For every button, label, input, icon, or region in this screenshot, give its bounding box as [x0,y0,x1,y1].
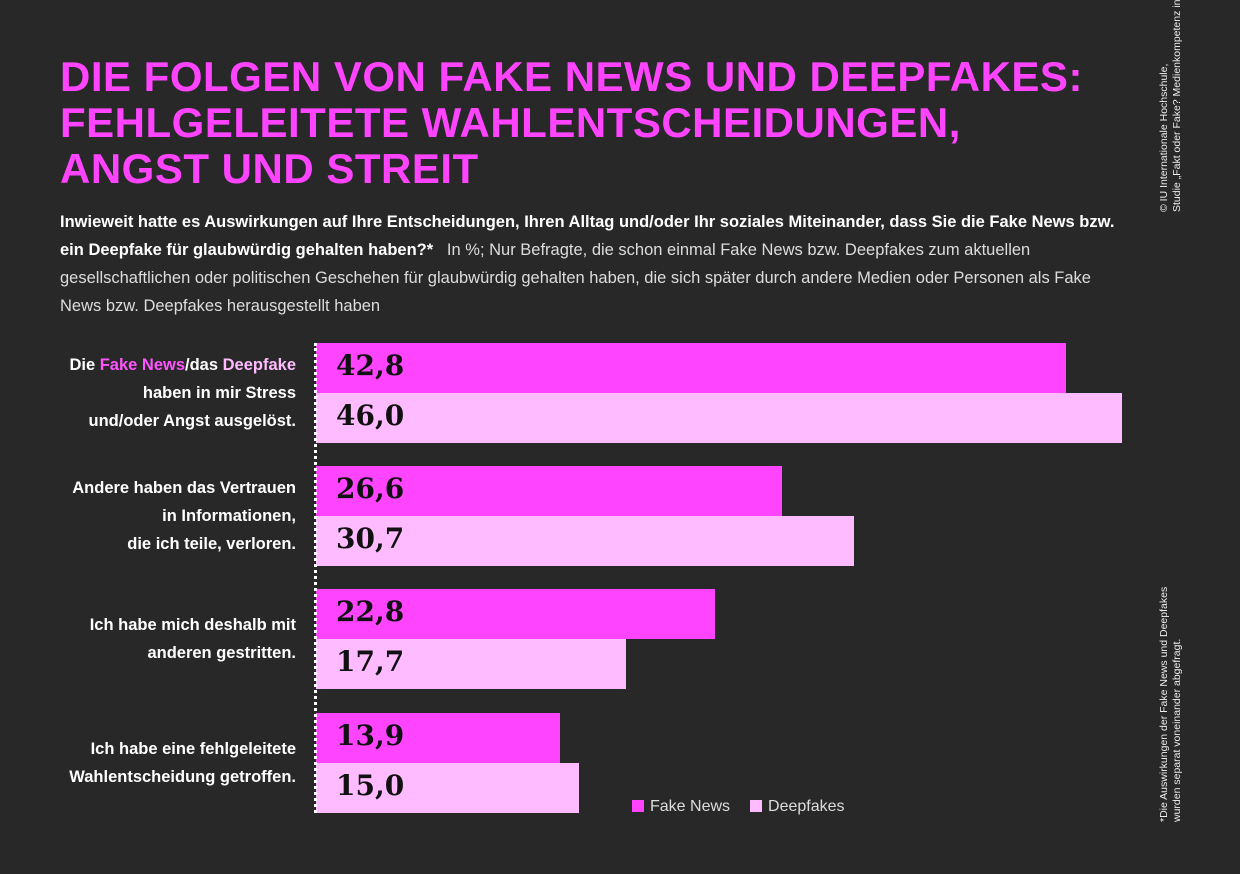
question: Inwieweit hatte es Auswirkungen auf Ihre… [60,213,990,231]
title-line: FEHLGELEITETE WAHLENTSCHEIDUNGEN, [60,99,961,146]
question: für glaubwürdig gehalten haben?* [161,241,434,259]
question-fake-news: Fake News [989,213,1075,231]
legend-label: Deepfakes [768,798,845,815]
data-label: 15,0 [336,769,405,802]
data-label: 46,0 [336,399,405,432]
data-label: 30,7 [336,522,405,555]
subtitle-note: In %; Nur Befragte, die schon einmal Fak… [60,241,1091,315]
bar-fake-news: 22,8 [316,589,716,639]
data-label: 22,8 [336,595,405,628]
bar-fake-news: 26,6 [316,466,783,516]
data-label: 17,7 [336,645,405,678]
legend-fake-news: Fake News [632,798,730,816]
question-deepfake: Deepfake [88,241,162,259]
category-label: Ich habe mich deshalb mit anderen gestrit… [89,616,296,662]
question: bzw. ein [60,213,1115,259]
credit-line: © IU Internationale Hochschule, [1158,63,1170,212]
credit: © IU Internationale Hochschule, Studie „F… [1158,0,1184,212]
bar-deepfakes: 17,7 [316,639,627,689]
legend-swatch [632,800,644,812]
data-label: 26,6 [336,472,405,505]
footnote: *Die Auswirkungen der Fake News und Deep… [1158,587,1184,822]
bar-deepfakes: 15,0 [316,763,579,813]
data-label: 42,8 [336,349,405,382]
bar-deepfakes: 30,7 [316,516,854,566]
footnote-line: wurden separat voneinander abgefragt. [1171,638,1183,822]
title-line: ANGST UND STREIT [60,145,479,192]
bar-fake-news: 13,9 [316,713,560,763]
chart-title: DIE FOLGEN VON FAKE NEWS UND DEEPFAKES: … [60,54,1083,192]
bar-deepfakes: 46,0 [316,393,1122,443]
legend-deepfakes: Deepfakes [750,798,845,816]
legend-label: Fake News [650,798,731,815]
legend-swatch [750,800,763,812]
title-line: DIE FOLGEN VON FAKE NEWS UND DEEPFAKES: [60,53,1083,100]
credit-line: Studie „Fakt oder Fake? Medienkompetenz … [1171,0,1183,212]
category-label: Die Fake News/das Deepfake haben in mir S… [69,356,296,430]
subtitle: Inwieweit hatte es Auswirkungen auf Ihre… [60,208,1130,320]
axis-line [314,343,317,813]
bar-fake-news: 42,8 [316,343,1066,393]
category-label: Ich habe eine fehlgeleitete Wahlentscheid… [69,740,296,786]
category-label: Andere haben das Vertrauen in Information… [72,479,296,553]
footnote-line: *Die Auswirkungen der Fake News und Deep… [1158,586,1170,822]
legend: Fake News Deepfakes [632,798,845,816]
data-label: 13,9 [336,719,405,752]
